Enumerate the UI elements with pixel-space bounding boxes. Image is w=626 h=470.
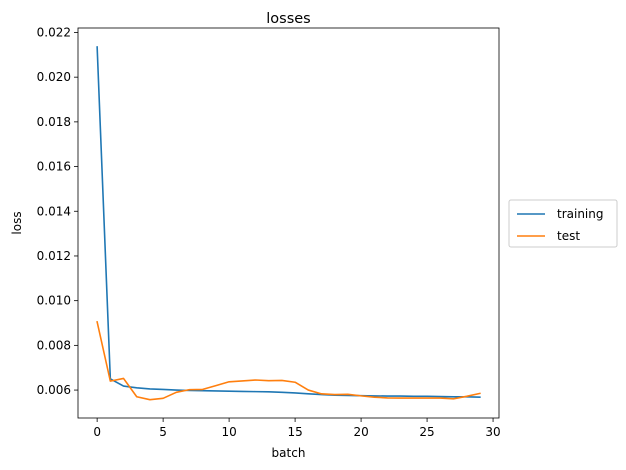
legend-label-test: test <box>557 229 580 243</box>
legend: training test <box>508 199 618 248</box>
y-tick-label: 0.022 <box>37 25 71 39</box>
series-line-training <box>96 46 481 399</box>
y-tick-label: 0.014 <box>37 204 71 218</box>
series-line-test <box>96 320 481 401</box>
y-tick-label: 0.008 <box>37 338 71 352</box>
x-tick-label: 20 <box>353 425 368 439</box>
x-axis: 0 5 10 15 20 25 30 <box>93 418 501 439</box>
y-tick-label: 0.020 <box>37 70 71 84</box>
x-axis-label: batch <box>272 446 306 460</box>
y-axis-label: loss <box>10 211 24 234</box>
x-tick-label: 0 <box>93 425 101 439</box>
x-tick-label: 10 <box>221 425 236 439</box>
y-tick-label: 0.010 <box>37 294 71 308</box>
y-axis: 0.006 0.008 0.010 0.012 0.014 0.016 0.018 0.020… <box>37 25 78 397</box>
x-tick-label: 5 <box>159 425 167 439</box>
plot-frame <box>77 27 500 419</box>
y-tick-label: 0.018 <box>37 115 71 129</box>
y-tick-label: 0.016 <box>37 160 71 174</box>
x-tick-label: 15 <box>287 425 302 439</box>
plot-area <box>78 28 499 418</box>
chart-title: losses <box>266 11 310 27</box>
legend-label-training: training <box>557 207 604 221</box>
series-lines <box>96 46 481 401</box>
y-tick-label: 0.006 <box>37 383 71 397</box>
x-tick-label: 30 <box>485 425 500 439</box>
x-tick-label: 25 <box>419 425 434 439</box>
y-tick-label: 0.012 <box>37 249 71 263</box>
